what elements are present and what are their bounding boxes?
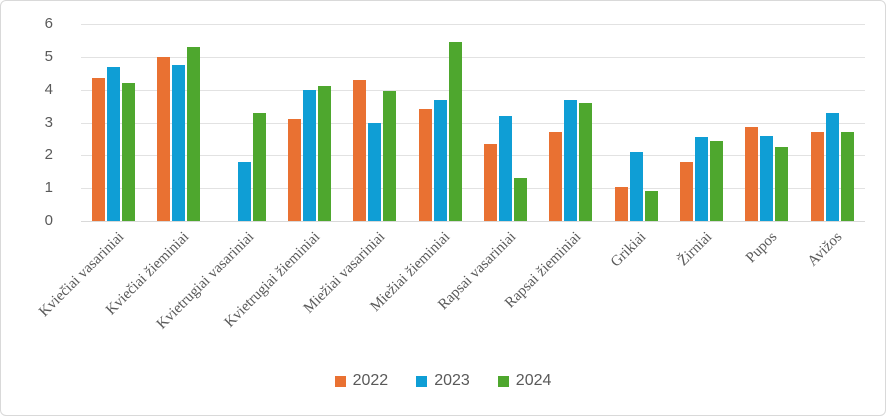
bar-2022 bbox=[745, 127, 759, 221]
bar-2023 bbox=[368, 122, 382, 221]
bar-2024 bbox=[252, 112, 266, 221]
bar-2024 bbox=[644, 191, 658, 221]
bar-2024 bbox=[122, 83, 136, 221]
y-tick-label: 4 bbox=[44, 80, 53, 98]
bar-2022 bbox=[418, 109, 432, 221]
bar-2023 bbox=[629, 152, 643, 221]
legend-swatch-icon bbox=[497, 375, 509, 387]
bar-groups bbox=[81, 24, 865, 221]
bar-2022 bbox=[353, 79, 367, 221]
bar-2024 bbox=[318, 86, 332, 221]
x-axis-line bbox=[81, 221, 865, 222]
bar-2023 bbox=[237, 161, 251, 221]
bar-group bbox=[408, 24, 473, 221]
bar-2023 bbox=[695, 137, 709, 221]
legend-label: 2024 bbox=[515, 372, 552, 389]
y-tick-label: 0 bbox=[44, 212, 53, 229]
bar-2024 bbox=[840, 132, 854, 221]
y-tick-label: 5 bbox=[44, 47, 53, 65]
bar-2024 bbox=[775, 147, 789, 221]
y-tick-label: 1 bbox=[44, 179, 53, 197]
gridline bbox=[81, 24, 865, 25]
y-tick-label: 6 bbox=[44, 15, 53, 32]
bar-group bbox=[800, 24, 865, 221]
bar-2024 bbox=[448, 42, 462, 221]
bar-group bbox=[669, 24, 734, 221]
bar-2022 bbox=[810, 132, 824, 221]
bar-2022 bbox=[92, 78, 106, 221]
bar-2022 bbox=[614, 186, 628, 221]
bar-group bbox=[212, 24, 277, 221]
legend-label: 2023 bbox=[434, 372, 470, 389]
bar-group bbox=[81, 24, 146, 221]
y-tick-label: 3 bbox=[44, 113, 53, 131]
bar-2024 bbox=[514, 178, 528, 221]
gridline bbox=[81, 56, 865, 58]
bar-2023 bbox=[825, 112, 839, 221]
legend-swatch-icon bbox=[416, 375, 428, 387]
bar-2022 bbox=[288, 119, 302, 221]
y-tick-label: 2 bbox=[44, 146, 53, 164]
gridline bbox=[81, 89, 865, 91]
bar-2022 bbox=[680, 161, 694, 221]
bar-2024 bbox=[383, 91, 397, 221]
bar-group bbox=[604, 24, 669, 221]
bar-2022 bbox=[549, 132, 563, 221]
bar-2024 bbox=[579, 102, 593, 221]
bar-2023 bbox=[303, 89, 317, 221]
legend: 2022 2023 2024 bbox=[1, 372, 885, 390]
bar-2023 bbox=[564, 99, 578, 221]
bar-group bbox=[277, 24, 342, 221]
bar-2023 bbox=[433, 99, 447, 221]
bar-group bbox=[473, 24, 538, 221]
legend-label: 2022 bbox=[352, 372, 389, 389]
bar-2023 bbox=[499, 115, 513, 221]
bar-group bbox=[538, 24, 603, 221]
legend-item-2024: 2024 bbox=[497, 372, 552, 390]
bar-group bbox=[342, 24, 407, 221]
legend-item-2023: 2023 bbox=[416, 372, 470, 390]
bar-2023 bbox=[760, 135, 774, 221]
legend-swatch-icon bbox=[334, 375, 346, 387]
gridline bbox=[81, 155, 865, 157]
bar-group bbox=[734, 24, 799, 221]
bar-2022 bbox=[484, 143, 498, 221]
bar-2023 bbox=[172, 65, 186, 221]
legend-item-2022: 2022 bbox=[334, 372, 389, 390]
bar-2024 bbox=[187, 46, 201, 221]
plot-area bbox=[81, 24, 865, 222]
bar-2024 bbox=[710, 140, 724, 221]
gridline bbox=[81, 122, 865, 124]
gridline bbox=[81, 188, 865, 190]
y-axis: 0 1 2 3 4 5 6 bbox=[1, 1, 65, 415]
bar-2023 bbox=[107, 66, 121, 221]
bar-2022 bbox=[157, 56, 171, 221]
bar-group bbox=[146, 24, 211, 221]
